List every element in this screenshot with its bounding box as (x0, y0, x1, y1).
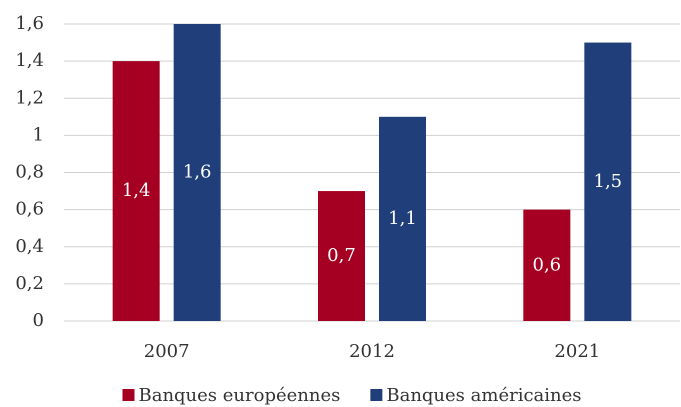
data-label: 1,5 (594, 171, 623, 192)
y-tick-label: 0,4 (15, 236, 44, 257)
legend-label: Banques européennes (138, 385, 340, 406)
y-tick-label: 1 (33, 124, 44, 145)
x-tick-label: 2007 (144, 341, 190, 362)
bar (112, 61, 160, 321)
bar (318, 191, 365, 321)
x-tick-label: 2012 (349, 341, 395, 362)
y-tick-label: 0,2 (15, 273, 44, 294)
bar (379, 116, 426, 321)
x-tick-label: 2021 (554, 341, 600, 362)
bar (173, 24, 221, 321)
legend-swatch (370, 389, 383, 401)
bar (584, 42, 632, 321)
y-tick-label: 0,6 (15, 199, 44, 220)
legend-label: Banques américaines (386, 385, 581, 406)
data-label: 1,6 (183, 162, 212, 183)
data-label: 0,6 (533, 254, 562, 275)
y-tick-label: 1,4 (15, 50, 44, 71)
y-tick-label: 0 (33, 310, 44, 331)
data-label: 1,1 (388, 208, 417, 229)
y-tick-label: 1,2 (15, 87, 44, 108)
y-tick-label: 1,6 (15, 13, 44, 34)
data-label: 0,7 (327, 245, 356, 266)
bar (523, 209, 571, 321)
y-tick-label: 0,8 (15, 162, 44, 183)
data-label: 1,4 (122, 180, 151, 201)
legend-swatch (122, 389, 135, 401)
